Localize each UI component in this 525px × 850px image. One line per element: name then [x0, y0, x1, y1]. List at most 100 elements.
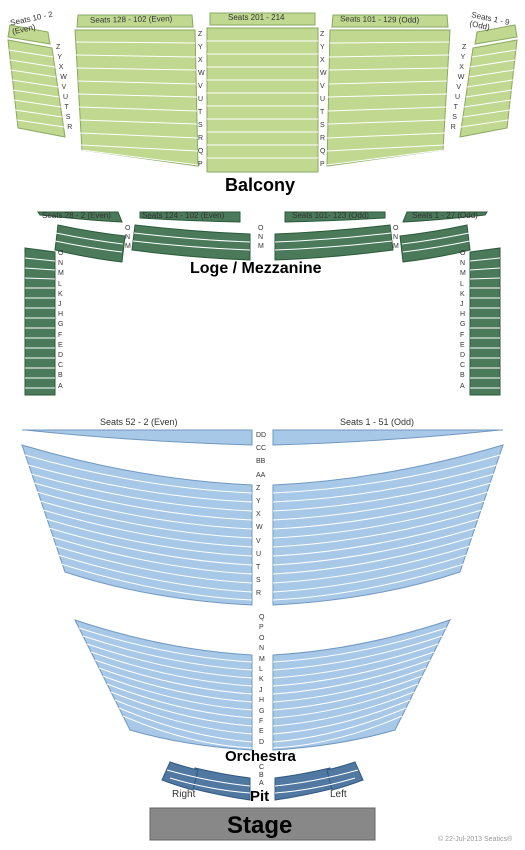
- row-letter: X: [256, 511, 261, 518]
- row-letter: N: [125, 234, 130, 241]
- row-letter: W: [458, 74, 465, 81]
- row-letter: S: [452, 114, 457, 121]
- pit-left-label: Left: [330, 789, 347, 800]
- row-letter: C: [460, 362, 465, 369]
- pit-right-label: Right: [172, 789, 195, 800]
- row-letter: P: [198, 161, 203, 168]
- seat-label: Seats 28 - 2 (Even): [42, 211, 111, 220]
- row-letter: T: [64, 104, 68, 111]
- stage-label: Stage: [227, 812, 292, 840]
- balcony-section: [8, 13, 517, 172]
- row-letter: O: [258, 225, 263, 232]
- row-letter: V: [62, 84, 67, 91]
- row-letter: N: [58, 260, 63, 267]
- row-letter: A: [259, 780, 264, 787]
- row-letter: W: [256, 524, 263, 531]
- row-letter: X: [320, 57, 325, 64]
- row-letter: S: [256, 577, 261, 584]
- row-letter: T: [454, 104, 458, 111]
- row-letter: L: [460, 281, 464, 288]
- row-letter: P: [320, 161, 325, 168]
- row-letter: W: [60, 74, 67, 81]
- row-letter: H: [259, 697, 264, 704]
- row-letter: J: [259, 687, 263, 694]
- row-letter: D: [58, 352, 63, 359]
- row-letter: BB: [256, 458, 265, 465]
- row-letter: N: [393, 234, 398, 241]
- row-letter: CC: [256, 445, 266, 452]
- row-letter: R: [198, 135, 203, 142]
- pit-label: Pit: [250, 788, 269, 805]
- seat-label: Seats 101 - 129 (Odd): [340, 14, 419, 24]
- row-letter: Z: [56, 44, 60, 51]
- row-letter: S: [198, 122, 203, 129]
- row-letter: S: [66, 114, 71, 121]
- row-letter: Z: [256, 485, 260, 492]
- row-letter: N: [460, 260, 465, 267]
- row-letter: R: [67, 124, 72, 131]
- row-letter: Q: [259, 614, 264, 621]
- seat-label: Seats 1 - 51 (Odd): [340, 417, 414, 427]
- row-letter: G: [259, 708, 264, 715]
- row-letter: O: [58, 250, 63, 257]
- row-letter: V: [456, 84, 461, 91]
- row-letter: X: [198, 57, 203, 64]
- row-letter: V: [198, 83, 203, 90]
- row-letter: U: [63, 94, 68, 101]
- row-letter: X: [459, 64, 464, 71]
- row-letter: T: [198, 109, 202, 116]
- row-letter: F: [460, 332, 464, 339]
- row-letter: Q: [198, 148, 203, 155]
- row-letter: R: [256, 590, 261, 597]
- row-letter: X: [59, 64, 64, 71]
- row-letter: K: [460, 291, 465, 298]
- row-letter: K: [259, 676, 264, 683]
- row-letter: M: [393, 243, 399, 250]
- loge-label: Loge / Mezzanine: [190, 260, 322, 278]
- row-letter: U: [455, 94, 460, 101]
- row-letter: T: [256, 564, 260, 571]
- row-letter: DD: [256, 432, 266, 439]
- row-letter: A: [58, 383, 63, 390]
- row-letter: Z: [320, 31, 324, 38]
- row-letter: B: [58, 372, 63, 379]
- row-letter: Y: [57, 54, 62, 61]
- row-letter: F: [259, 718, 263, 725]
- row-letter: Y: [320, 44, 325, 51]
- row-letter: B: [259, 772, 264, 779]
- row-letter: G: [460, 321, 465, 328]
- row-letter: P: [259, 624, 264, 631]
- row-letter: H: [460, 311, 465, 318]
- row-letter: AA: [256, 472, 265, 479]
- seat-label: Seats 201 - 214: [228, 13, 284, 22]
- row-letter: O: [393, 225, 398, 232]
- row-letter: M: [58, 270, 64, 277]
- balcony-label: Balcony: [225, 175, 295, 196]
- seat-label: Seats 1 - 27 (Odd): [412, 211, 478, 220]
- row-letter: M: [125, 243, 131, 250]
- row-letter: U: [256, 551, 261, 558]
- row-letter: E: [460, 342, 465, 349]
- seat-label: Seats 101- 123 (Odd): [292, 211, 369, 220]
- row-letter: Z: [462, 44, 466, 51]
- row-letter: Y: [256, 498, 261, 505]
- row-letter: J: [460, 301, 464, 308]
- row-letter: L: [58, 281, 62, 288]
- row-letter: G: [58, 321, 63, 328]
- row-letter: M: [259, 656, 265, 663]
- row-letter: Y: [461, 54, 466, 61]
- row-letter: T: [320, 109, 324, 116]
- row-letter: M: [258, 243, 264, 250]
- row-letter: N: [258, 234, 263, 241]
- orchestra-label: Orchestra: [225, 748, 296, 765]
- row-letter: J: [58, 301, 62, 308]
- row-letter: U: [198, 96, 203, 103]
- row-letter: U: [320, 96, 325, 103]
- row-letter: Y: [198, 44, 203, 51]
- row-letter: R: [320, 135, 325, 142]
- row-letter: D: [259, 739, 264, 746]
- row-letter: C: [259, 764, 264, 771]
- row-letter: K: [58, 291, 63, 298]
- row-letter: B: [460, 372, 465, 379]
- row-letter: W: [198, 70, 205, 77]
